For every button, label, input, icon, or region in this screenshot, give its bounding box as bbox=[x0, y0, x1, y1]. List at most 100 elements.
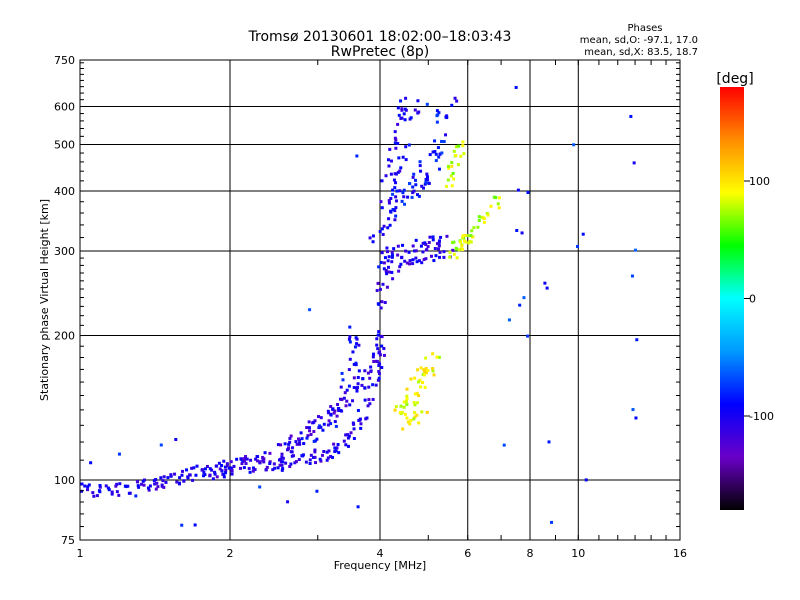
data-point bbox=[305, 436, 309, 440]
data-point bbox=[389, 210, 393, 214]
data-point bbox=[413, 411, 417, 415]
colorbar-label: [deg] bbox=[716, 71, 753, 87]
data-point bbox=[326, 423, 330, 427]
data-point bbox=[413, 415, 417, 419]
data-point bbox=[404, 249, 408, 253]
data-point bbox=[281, 456, 285, 460]
data-point bbox=[394, 138, 398, 142]
data-point bbox=[180, 523, 184, 527]
data-point bbox=[104, 484, 108, 488]
data-point bbox=[397, 156, 401, 160]
data-point bbox=[363, 386, 367, 390]
data-point bbox=[387, 164, 391, 168]
data-point bbox=[376, 347, 380, 351]
data-point bbox=[412, 189, 416, 193]
data-point bbox=[413, 403, 417, 407]
y-tick-label: 200 bbox=[54, 330, 75, 343]
data-point bbox=[404, 145, 408, 149]
data-point bbox=[391, 188, 395, 192]
data-point bbox=[294, 440, 298, 444]
data-point bbox=[451, 248, 455, 252]
y-tick-label: 750 bbox=[54, 54, 75, 67]
data-point bbox=[418, 378, 422, 382]
data-point bbox=[186, 475, 190, 479]
data-point bbox=[450, 164, 454, 168]
data-point bbox=[417, 259, 421, 263]
data-point bbox=[439, 235, 443, 239]
data-point bbox=[414, 256, 418, 260]
data-point bbox=[486, 213, 490, 217]
data-point bbox=[278, 463, 282, 467]
data-point bbox=[378, 287, 382, 291]
data-point bbox=[431, 369, 435, 373]
data-point bbox=[442, 250, 446, 254]
data-point bbox=[402, 195, 406, 199]
data-point bbox=[432, 259, 436, 263]
data-point bbox=[117, 493, 121, 497]
data-point bbox=[317, 426, 321, 430]
data-point bbox=[354, 336, 358, 340]
data-point bbox=[437, 241, 441, 245]
data-point bbox=[378, 353, 382, 357]
data-point bbox=[400, 256, 404, 260]
data-point bbox=[424, 243, 428, 247]
data-point bbox=[308, 458, 312, 462]
data-point bbox=[450, 103, 454, 107]
data-point bbox=[224, 471, 228, 475]
data-point bbox=[223, 465, 227, 469]
data-point bbox=[445, 116, 449, 120]
data-point bbox=[355, 154, 359, 158]
data-point bbox=[355, 342, 359, 346]
data-point bbox=[403, 107, 407, 111]
data-point bbox=[463, 234, 467, 238]
data-point bbox=[148, 484, 152, 488]
data-point bbox=[411, 175, 415, 179]
data-point bbox=[106, 486, 110, 490]
data-point bbox=[177, 481, 181, 485]
data-point bbox=[284, 461, 288, 465]
data-point bbox=[322, 450, 326, 454]
data-point bbox=[461, 236, 465, 240]
data-point bbox=[192, 466, 196, 470]
data-point bbox=[394, 181, 398, 185]
data-point bbox=[356, 409, 360, 413]
data-point bbox=[292, 454, 296, 458]
data-point bbox=[374, 359, 378, 363]
data-point bbox=[290, 446, 294, 450]
data-point bbox=[444, 133, 448, 137]
data-point bbox=[455, 99, 459, 103]
data-point bbox=[273, 466, 277, 470]
data-point bbox=[376, 281, 380, 285]
data-point bbox=[372, 359, 376, 363]
data-point bbox=[352, 422, 356, 426]
data-point bbox=[424, 257, 428, 261]
data-point bbox=[374, 383, 378, 387]
data-point bbox=[322, 422, 326, 426]
data-point bbox=[400, 107, 404, 111]
data-point bbox=[424, 371, 428, 375]
data-point bbox=[162, 475, 166, 479]
data-point bbox=[141, 479, 145, 483]
data-point bbox=[174, 437, 178, 441]
data-point bbox=[575, 245, 579, 249]
data-point bbox=[368, 236, 372, 240]
data-point bbox=[375, 343, 379, 347]
data-point bbox=[334, 424, 338, 428]
data-point bbox=[461, 144, 465, 148]
data-point bbox=[425, 102, 429, 106]
data-point bbox=[268, 451, 272, 455]
data-point bbox=[309, 453, 313, 457]
data-point bbox=[312, 420, 316, 424]
data-point bbox=[572, 143, 576, 147]
data-point bbox=[314, 439, 318, 443]
data-point bbox=[283, 442, 287, 446]
data-point bbox=[241, 459, 245, 463]
data-point bbox=[466, 234, 470, 238]
data-point bbox=[279, 443, 283, 447]
data-point bbox=[448, 255, 452, 259]
data-point bbox=[436, 113, 440, 117]
data-point bbox=[437, 355, 441, 359]
data-point bbox=[427, 181, 431, 185]
data-point bbox=[420, 261, 424, 265]
data-point bbox=[355, 389, 359, 393]
